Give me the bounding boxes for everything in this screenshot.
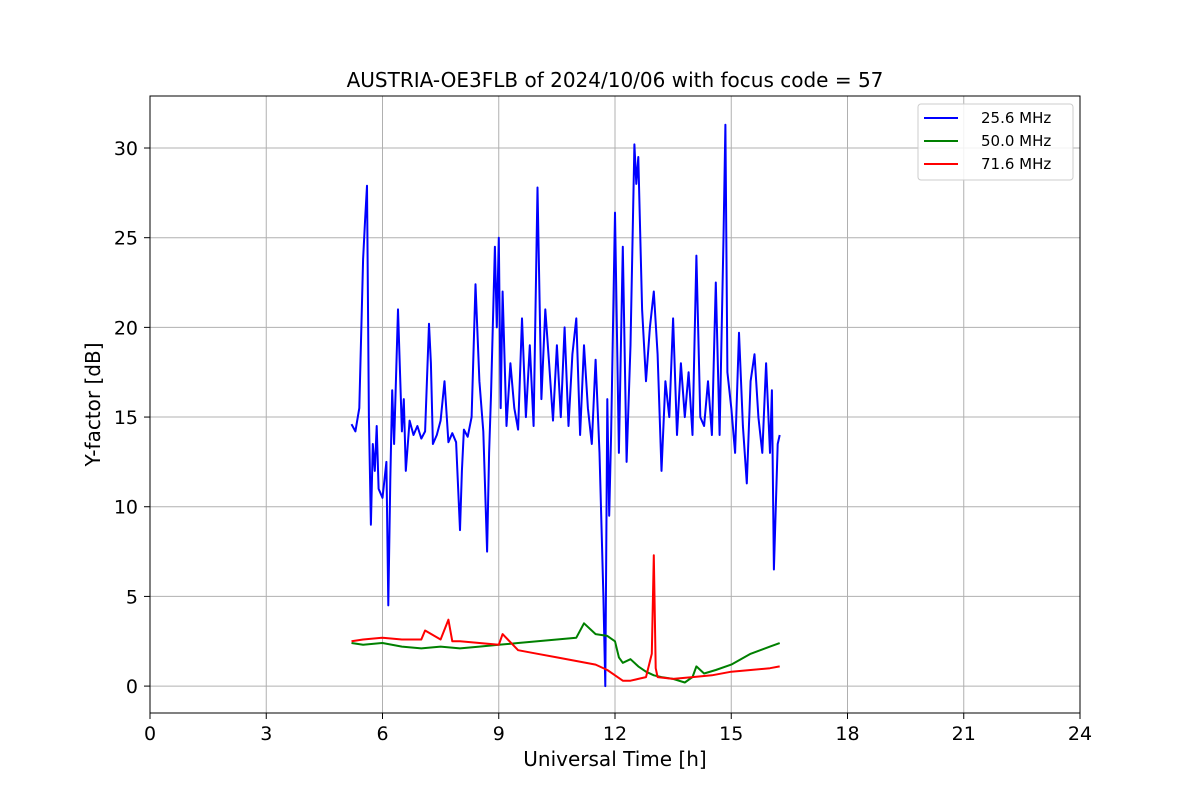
x-tick-label: 3 (260, 723, 272, 745)
legend-box (917, 103, 1074, 181)
x-tick-label: 15 (719, 723, 743, 745)
ticks: 0 3 6 9 12 15 18 21 24 0 5 10 15 20 25 30 (114, 138, 1092, 745)
y-tick-label: 5 (126, 586, 138, 608)
y-tick-label: 0 (126, 676, 138, 698)
x-tick-label: 9 (493, 723, 505, 745)
legend: 25.6 MHz 50.0 MHz 71.6 MHz (917, 103, 1074, 181)
series-line-0 (350, 123, 781, 688)
y-tick-label: 20 (114, 317, 138, 339)
x-tick-label: 0 (144, 723, 156, 745)
y-tick-label: 10 (114, 497, 138, 519)
legend-label: 25.6 MHz (981, 109, 1051, 127)
legend-label: 50.0 MHz (981, 132, 1051, 150)
y-tick-label: 15 (114, 407, 138, 429)
y-tick-label: 30 (114, 138, 138, 160)
legend-label: 71.6 MHz (981, 155, 1051, 173)
chart-title: AUSTRIA-OE3FLB of 2024/10/06 with focus … (347, 68, 884, 92)
series-line-2 (351, 554, 780, 682)
x-tick-label: 24 (1068, 723, 1092, 745)
x-tick-label: 12 (603, 723, 627, 745)
x-tick-label: 18 (835, 723, 859, 745)
x-axis-title: Universal Time [h] (523, 747, 706, 771)
series-group (350, 123, 781, 688)
x-tick-label: 21 (952, 723, 976, 745)
y-axis-title: Y-factor [dB] (81, 342, 105, 467)
y-tick-label: 25 (114, 228, 138, 250)
x-tick-label: 6 (376, 723, 388, 745)
series-line-1 (351, 622, 781, 684)
grid (149, 96, 1081, 713)
